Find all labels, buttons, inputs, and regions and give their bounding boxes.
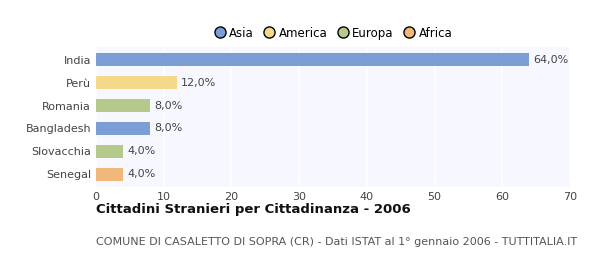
Text: COMUNE DI CASALETTO DI SOPRA (CR) - Dati ISTAT al 1° gennaio 2006 - TUTTITALIA.I: COMUNE DI CASALETTO DI SOPRA (CR) - Dati…: [96, 237, 577, 246]
Bar: [96, 53, 529, 66]
Text: 4,0%: 4,0%: [127, 146, 155, 157]
Bar: [96, 145, 123, 158]
Text: 8,0%: 8,0%: [154, 124, 182, 133]
Text: 64,0%: 64,0%: [533, 55, 569, 64]
Bar: [96, 168, 123, 181]
Text: 12,0%: 12,0%: [181, 77, 217, 88]
Text: 8,0%: 8,0%: [154, 101, 182, 110]
Bar: [96, 99, 150, 112]
Bar: [96, 122, 150, 135]
Text: Cittadini Stranieri per Cittadinanza - 2006: Cittadini Stranieri per Cittadinanza - 2…: [96, 203, 411, 216]
Legend: Asia, America, Europa, Africa: Asia, America, Europa, Africa: [209, 22, 457, 44]
Bar: [96, 76, 177, 89]
Text: 4,0%: 4,0%: [127, 170, 155, 179]
